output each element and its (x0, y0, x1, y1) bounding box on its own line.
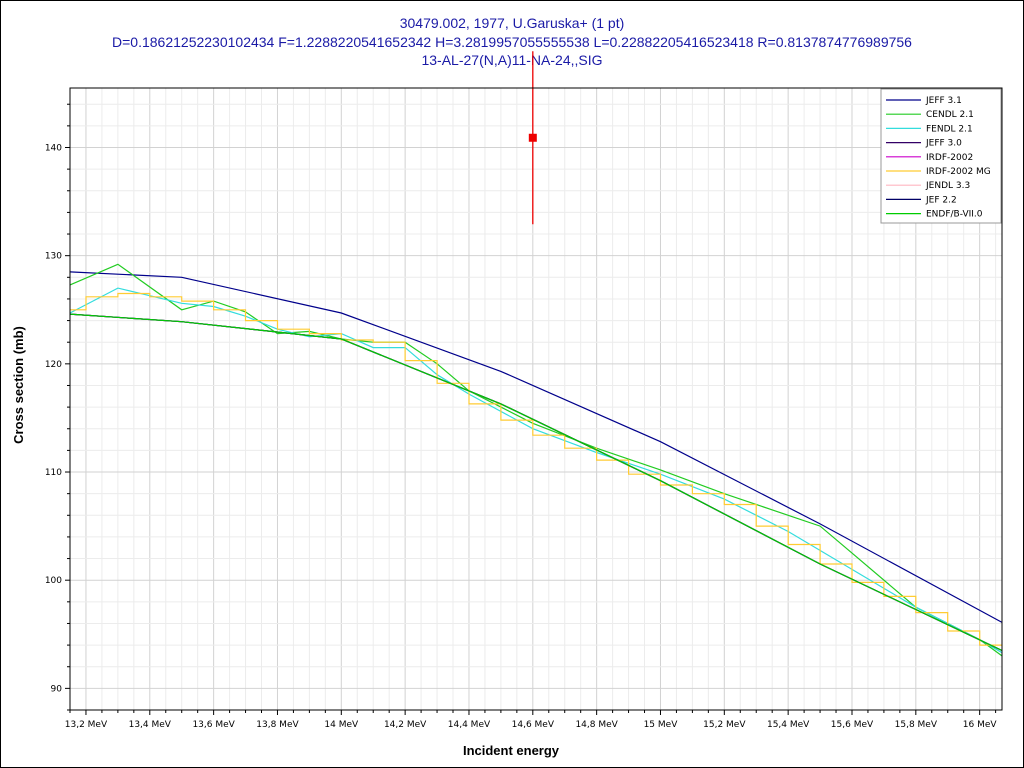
x-tick-label: 13,2 MeV (65, 720, 108, 730)
x-tick-label: 15,4 MeV (767, 720, 810, 730)
series-lines (69, 263, 1003, 657)
x-tick-label: 13,8 MeV (256, 720, 299, 730)
y-tick-label: 100 (45, 576, 62, 586)
x-tick-label: 14,6 MeV (512, 720, 555, 730)
legend-label: ENDF/B-VII.0 (926, 210, 983, 220)
legend-label: FENDL 2.1 (926, 124, 973, 134)
plot-border (69, 87, 1003, 711)
series-line-cendl-2-1 (69, 263, 1003, 657)
series-line-irdf-2002-mg (70, 292, 1002, 646)
series-line-endf-b-vii-0 (69, 313, 1003, 652)
y-axis-title: Cross section (mb) (11, 326, 26, 444)
y-tick-label: 120 (45, 360, 62, 370)
legend-box (880, 88, 1002, 224)
x-tick-label: 15 MeV (644, 720, 679, 730)
x-tick-label: 15,2 MeV (703, 720, 746, 730)
experimental-data (528, 51, 537, 225)
x-tick-label: 15,6 MeV (831, 720, 874, 730)
legend-label: CENDL 2.1 (926, 110, 974, 120)
x-tick-label: 13,4 MeV (129, 720, 172, 730)
y-tick-label: 130 (45, 252, 62, 262)
y-tick-label: 140 (45, 143, 62, 153)
axis-ticks: 13,2 MeV 13,4 MeV 13,6 MeV 13,8 MeV 14 MeV 14… (45, 103, 998, 730)
x-tick-label: 15,8 MeV (895, 720, 938, 730)
x-axis-title: Incident energy (463, 743, 560, 758)
legend-label: JEFF 3.0 (925, 139, 962, 149)
series-line-jeff-3-1 (69, 271, 1003, 623)
legend-label: JENDL 3.3 (925, 181, 970, 191)
y-tick-label: 110 (45, 468, 62, 478)
x-tick-label: 14,2 MeV (384, 720, 427, 730)
legend-label: JEFF 3.1 (925, 96, 962, 106)
plot-area (70, 88, 1002, 710)
grid (69, 88, 1002, 711)
x-tick-label: 14 MeV (324, 720, 359, 730)
x-tick-label: 16 MeV (963, 720, 998, 730)
experimental-point (528, 133, 537, 142)
chart-parameters: D=0.18621252230102434 F=1.22882205416523… (112, 34, 912, 50)
x-tick-label: 14,4 MeV (448, 720, 491, 730)
x-tick-label: 13,6 MeV (192, 720, 235, 730)
chart-reaction: 13-AL-27(N,A)11-NA-24,,SIG (421, 52, 603, 68)
x-tick-label: 14,8 MeV (575, 720, 618, 730)
legend-label: IRDF-2002 MG (926, 167, 991, 177)
legend: JEFF 3.1 CENDL 2.1 FENDL 2.1 JEFF 3.0 IRDF-2… (880, 88, 1002, 224)
legend-label: JEF 2.2 (925, 195, 957, 205)
legend-label: IRDF-2002 (926, 153, 973, 163)
y-tick-label: 90 (51, 684, 63, 694)
chart-title: 30479.002, 1977, U.Garuska+ (1 pt) (399, 15, 625, 31)
